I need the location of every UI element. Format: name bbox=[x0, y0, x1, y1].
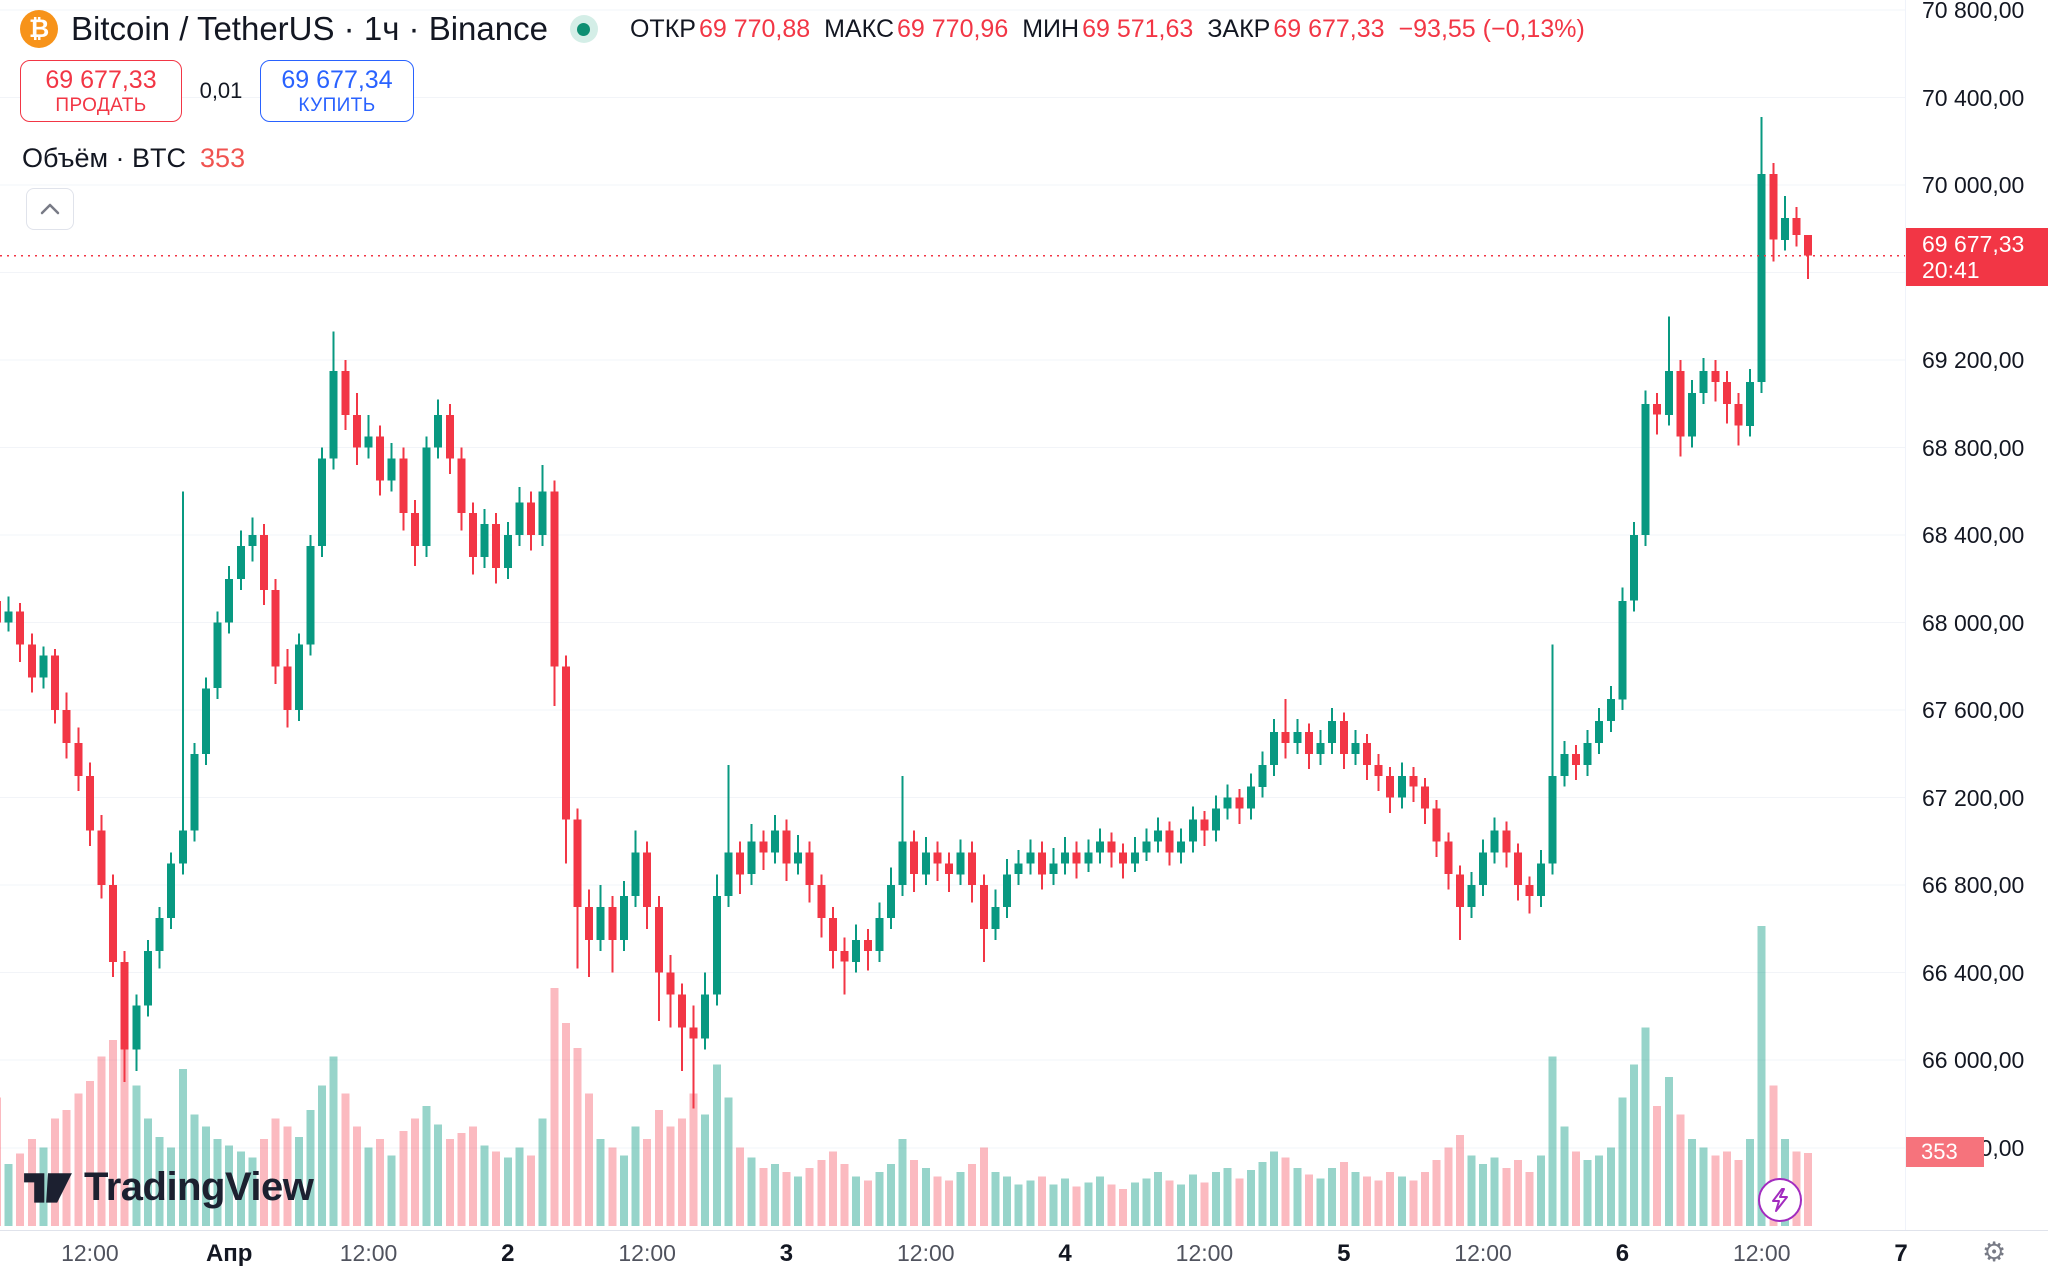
time-axis-label: Апр bbox=[205, 1240, 253, 1267]
volume-indicator-row[interactable]: Объём · BTC 353 bbox=[22, 143, 245, 174]
change-value: −93,55 (−0,13%) bbox=[1398, 14, 1585, 43]
symbol-title[interactable]: Bitcoin / TetherUS · 1ч · Binance bbox=[71, 10, 548, 47]
volume-indicator-value: 353 bbox=[200, 143, 246, 173]
close-value: 69 677,33 bbox=[1273, 14, 1385, 43]
buy-button[interactable]: 69 677,34 КУПИТЬ bbox=[260, 60, 414, 122]
time-axis-label: 12:00 bbox=[1175, 1240, 1234, 1266]
price-axis-label: 67 200,00 bbox=[1922, 784, 2025, 811]
settings-gear-icon[interactable]: ⚙ bbox=[1982, 1237, 2007, 1267]
time-scale[interactable]: 12:00 Апр 12:00 2 12:00 3 12:00 4 12:00 5 12:00 6 12… bbox=[0, 1230, 2048, 1274]
price-scale[interactable]: 69 677,33 20:41 353 70 800,00 70 400,00 70… bbox=[1905, 0, 2048, 1230]
price-axis-label: 66 400,00 bbox=[1922, 959, 2025, 986]
spread-value: 0,01 bbox=[199, 78, 243, 103]
high-value: 69 770,96 bbox=[897, 14, 1009, 43]
last-price-label: 69 677,33 20:41 bbox=[1906, 227, 2048, 286]
time-axis-label: 12:00 bbox=[339, 1240, 398, 1266]
candlestick-chart[interactable] bbox=[0, 0, 1905, 1230]
tradingview-wordmark: TradingView bbox=[84, 1164, 314, 1209]
collapse-pane-button[interactable] bbox=[26, 188, 74, 230]
market-open-status-icon[interactable] bbox=[569, 15, 598, 43]
time-axis-label: 6 bbox=[1615, 1240, 1630, 1267]
volume-axis-label: 353 bbox=[1906, 1136, 1984, 1167]
time-axis-label: 12:00 bbox=[618, 1240, 676, 1266]
price-axis-label: 67 600,00 bbox=[1922, 697, 2025, 724]
time-axis-label: 5 bbox=[1337, 1240, 1351, 1267]
time-axis-label: 7 bbox=[1894, 1240, 1908, 1267]
bitcoin-logo-icon: ₿ bbox=[20, 10, 58, 48]
price-axis-label: 68 000,00 bbox=[1922, 609, 2025, 636]
time-axis-label: 12:00 bbox=[1732, 1240, 1791, 1266]
low-label: МИН bbox=[1022, 14, 1080, 43]
grid-layer bbox=[0, 9, 1905, 1149]
candles-layer bbox=[0, 117, 1813, 1109]
buy-label: КУПИТЬ bbox=[298, 94, 376, 116]
price-axis-label: 68 800,00 bbox=[1922, 434, 2025, 461]
high-label: МАКС bbox=[824, 14, 895, 43]
sell-button[interactable]: 69 677,33 ПРОДАТЬ bbox=[20, 60, 182, 122]
volume-layer bbox=[0, 926, 1813, 1226]
price-axis-label: 70 400,00 bbox=[1922, 84, 2025, 111]
tradingview-mark-icon bbox=[24, 1173, 72, 1203]
price-axis-label: 68 400,00 bbox=[1922, 522, 2025, 549]
time-axis-label: 12:00 bbox=[1454, 1240, 1512, 1266]
lightning-bolt-icon bbox=[1772, 1188, 1788, 1212]
price-axis-label: 66 000,00 bbox=[1922, 1047, 2025, 1074]
chevron-up-icon bbox=[40, 203, 60, 215]
chart-pane[interactable] bbox=[0, 0, 1905, 1230]
open-value: 69 770,88 bbox=[698, 14, 811, 43]
tradingview-logo[interactable]: TradingView bbox=[22, 1164, 314, 1210]
chart-legend: ₿ Bitcoin / TetherUS · 1ч · Binance ОТКР… bbox=[20, 10, 1585, 48]
buy-price: 69 677,34 bbox=[281, 65, 393, 94]
close-label: ЗАКР bbox=[1207, 14, 1271, 43]
time-axis-label: 3 bbox=[779, 1240, 794, 1267]
low-value: 69 571,63 bbox=[1082, 14, 1194, 43]
sell-label: ПРОДАТЬ bbox=[55, 94, 147, 116]
last-price-value: 69 677,33 bbox=[1922, 230, 2025, 257]
time-axis-label: 2 bbox=[501, 1240, 515, 1267]
sell-price: 69 677,33 bbox=[45, 65, 157, 94]
price-axis-label: 69 200,00 bbox=[1922, 347, 2025, 374]
open-label: ОТКР bbox=[629, 14, 696, 43]
instant-trading-button[interactable] bbox=[1758, 1178, 1802, 1222]
time-axis-label: 12:00 bbox=[61, 1240, 119, 1266]
bar-close-countdown: 20:41 bbox=[1922, 256, 1980, 283]
volume-indicator-label: Объём · BTC bbox=[22, 143, 187, 173]
ohlc-values: ОТКР 69 770,88 МАКС 69 770,96 МИН 69 571,63… bbox=[616, 15, 1585, 44]
price-axis-label: 70 800,00 bbox=[1922, 0, 2025, 23]
time-axis-label: 4 bbox=[1058, 1240, 1072, 1267]
price-axis-label: 66 800,00 bbox=[1922, 872, 2025, 899]
trade-buttons: 69 677,33 ПРОДАТЬ 0,01 69 677,34 КУПИТЬ bbox=[20, 60, 414, 122]
price-axis-label: 70 000,00 bbox=[1922, 172, 2025, 199]
time-axis-label: 12:00 bbox=[897, 1240, 955, 1266]
